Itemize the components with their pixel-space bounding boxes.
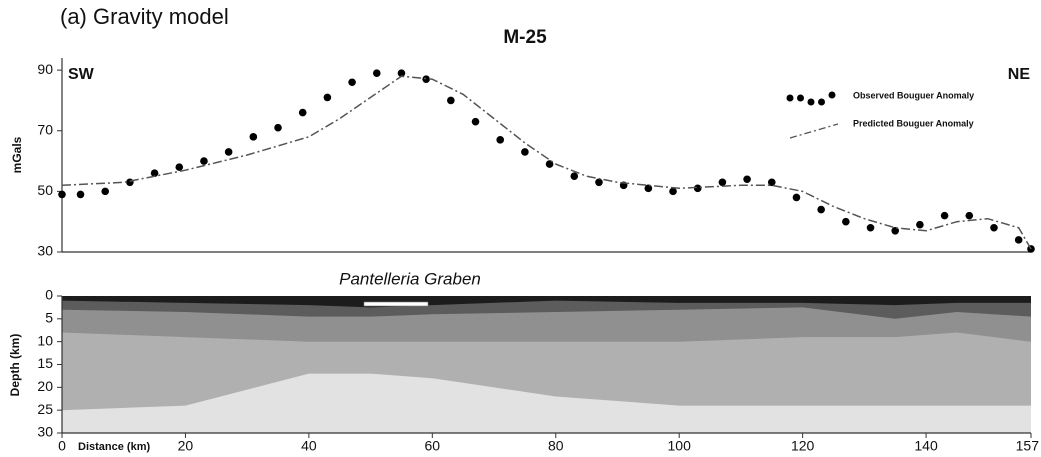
observed-point xyxy=(545,160,554,168)
annotation: Pantelleria Graben xyxy=(339,269,481,288)
y-tick-label: 30 xyxy=(37,424,53,440)
observed-point xyxy=(274,123,282,132)
observed-point xyxy=(175,163,184,171)
observed-point xyxy=(965,211,974,220)
x-tick-label: 140 xyxy=(914,438,938,454)
y-tick-label: 0 xyxy=(45,287,53,303)
x-tick-label: 80 xyxy=(548,438,564,454)
observed-point xyxy=(58,190,66,199)
x-tick-label: 20 xyxy=(178,438,194,454)
graben-marker xyxy=(363,301,429,307)
observed-point xyxy=(323,93,332,102)
observed-point xyxy=(990,223,998,232)
observed-point xyxy=(595,178,603,187)
annotation: NE xyxy=(1008,66,1031,83)
observed-point xyxy=(150,169,159,177)
observed-point xyxy=(126,178,134,187)
observed-point xyxy=(397,69,406,77)
observed-point xyxy=(817,205,825,214)
y-axis-label: mGals xyxy=(10,136,24,173)
layer xyxy=(62,296,1031,308)
annotation: SW xyxy=(68,66,95,83)
y-axis-label: Depth (km) xyxy=(8,334,22,397)
y-tick-label: 10 xyxy=(37,332,53,348)
x-tick-label: 60 xyxy=(425,438,441,454)
observed-point xyxy=(298,108,307,117)
y-tick-label: 5 xyxy=(45,310,53,326)
observed-point xyxy=(792,193,801,202)
observed-point xyxy=(496,136,505,144)
legend-symbol xyxy=(818,98,825,106)
chart-title: M-25 xyxy=(503,27,547,48)
legend-symbol xyxy=(828,91,836,99)
observed-point xyxy=(521,148,529,156)
observed-point xyxy=(916,220,924,229)
legend-symbol xyxy=(789,123,839,139)
observed-point xyxy=(866,223,875,232)
observed-point xyxy=(1014,236,1023,244)
x-tick-label: 40 xyxy=(301,438,317,454)
observed-point xyxy=(101,187,110,196)
legend-symbol xyxy=(786,94,794,102)
legend-symbol xyxy=(807,98,815,106)
x-tick-label: 100 xyxy=(668,438,692,454)
y-tick-label: 25 xyxy=(37,401,53,417)
observed-point xyxy=(570,172,579,181)
observed-point xyxy=(249,133,258,141)
observed-point xyxy=(891,226,900,235)
legend-symbol xyxy=(797,94,804,102)
observed-point xyxy=(842,217,850,226)
y-tick-label: 50 xyxy=(37,182,53,198)
x-axis-label: Distance (km) xyxy=(78,441,150,453)
y-tick-label: 90 xyxy=(37,61,53,77)
y-tick-label: 20 xyxy=(37,378,53,394)
legend-label: Predicted Bouguer Anomaly xyxy=(853,118,974,128)
observed-point xyxy=(200,157,208,165)
observed-point xyxy=(224,148,233,156)
x-tick-label: 0 xyxy=(58,438,66,454)
observed-point xyxy=(471,117,480,126)
y-tick-label: 15 xyxy=(37,355,53,371)
x-tick-label: 157 xyxy=(1016,438,1040,454)
observed-point xyxy=(348,78,356,87)
observed-point xyxy=(447,96,455,105)
observed-point xyxy=(743,175,751,184)
observed-point xyxy=(422,75,430,84)
observed-point xyxy=(76,190,85,199)
observed-point xyxy=(718,178,727,187)
observed-point xyxy=(767,178,776,187)
observed-point xyxy=(940,211,949,220)
legend-label: Observed Bouguer Anomaly xyxy=(853,90,974,100)
observed-point xyxy=(669,187,677,196)
y-tick-label: 30 xyxy=(37,243,53,259)
observed-point xyxy=(693,184,702,193)
observed-point xyxy=(372,69,381,77)
x-tick-label: 120 xyxy=(791,438,815,454)
observed-point xyxy=(644,184,653,193)
figure-title: (a) Gravity model xyxy=(60,4,229,29)
y-tick-label: 70 xyxy=(37,121,53,137)
